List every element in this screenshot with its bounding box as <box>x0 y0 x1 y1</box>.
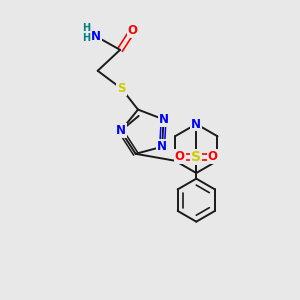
Text: N: N <box>159 113 169 126</box>
Text: O: O <box>175 150 185 164</box>
Text: H: H <box>82 23 91 33</box>
Text: H: H <box>82 33 91 43</box>
Text: O: O <box>208 150 218 164</box>
Text: N: N <box>91 30 101 43</box>
Text: S: S <box>191 150 201 164</box>
Text: S: S <box>117 82 126 95</box>
Text: N: N <box>157 140 167 153</box>
Text: O: O <box>128 24 138 37</box>
Text: N: N <box>116 124 126 137</box>
Text: N: N <box>191 118 201 130</box>
